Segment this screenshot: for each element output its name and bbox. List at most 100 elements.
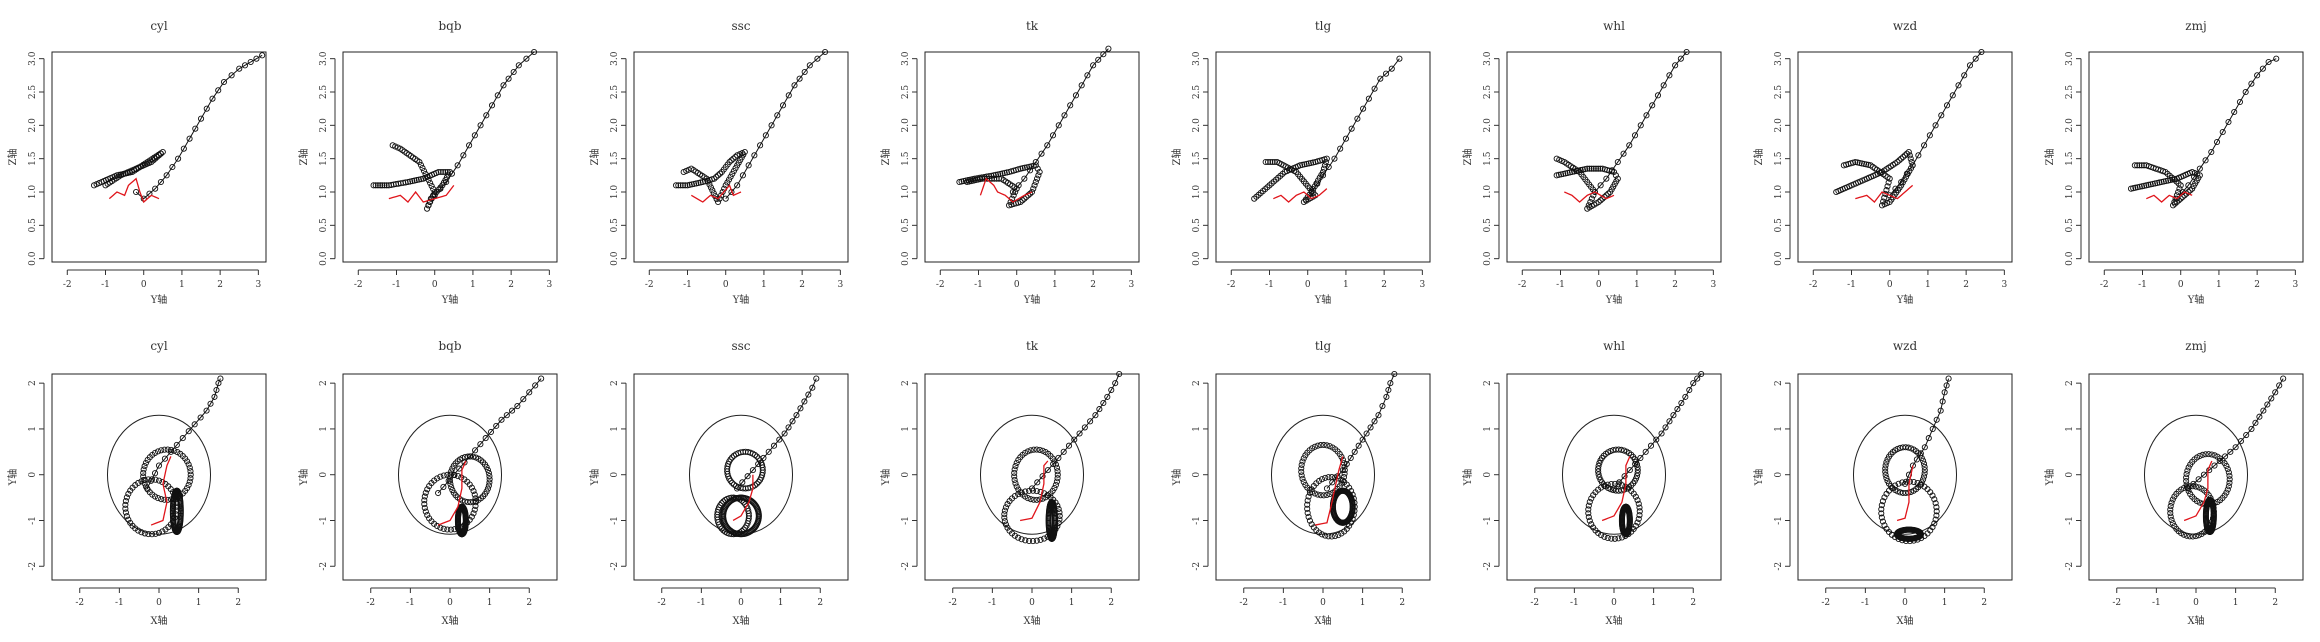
trajectory-point [732,153,739,161]
x-tick-label: -2 [1809,280,1818,290]
trajectory-point [487,428,495,436]
trajectory-point [753,453,760,460]
trajectory-point [187,471,194,478]
trajectory-point [1926,132,1933,139]
trajectory-point [1933,416,1940,423]
trajectory-point [1002,521,1009,528]
trajectory-point [123,494,130,501]
plot-frame [51,51,267,263]
trajectory-point [2176,185,2183,192]
trajectory-point [1677,55,1684,62]
trajectory-point [1302,452,1309,459]
reference-path [1896,465,1914,522]
trajectory-point [1881,194,1888,201]
trajectory-point [1354,115,1361,122]
y-tick-label: 2 [319,380,329,386]
trajectory-point [1026,537,1033,545]
x-tick-label: -2 [1518,280,1527,290]
trajectory-point [963,178,971,186]
trajectory-point [1039,473,1046,480]
trajectory-point [751,152,758,159]
x-tick-label: 2 [1963,280,1969,290]
trajectory-point [1317,442,1324,449]
trajectory-point [1587,198,1594,206]
trajectory-point [779,102,787,109]
trajectory-point [2168,516,2175,523]
trajectory-point [1306,489,1313,496]
x-tick-label: 2 [235,598,241,608]
y-tick-label: -1 [1192,516,1202,525]
trajectory-point [1649,102,1656,109]
trajectory-point [1585,506,1592,513]
y-axis-label: Y轴 [2043,469,2056,487]
trajectory-point [482,435,489,442]
x-tick-label: -1 [1279,598,1288,608]
trajectory-point [1104,393,1111,400]
trajectory-point [122,505,129,512]
trajectory-point [141,477,148,484]
trajectory-point [813,375,820,382]
trajectory-point [1033,496,1040,503]
trajectory-point [1032,178,1039,186]
trajectory-point [1320,441,1327,449]
trajectory-point [1906,152,1913,159]
panel-title: tk [1026,339,1039,353]
x-tick-label: 0 [2178,280,2184,290]
trajectory-point [2248,425,2255,432]
trajectory-point [374,182,381,189]
trajectory-point [2225,483,2232,490]
trajectory-point [1921,142,1928,149]
trajectory-point [1601,533,1608,540]
trajectory-point [1921,467,1928,474]
trajectory-point [677,182,684,189]
panel-yz-whl: whl -2 -1 0 1 2 3 Y轴 0.0 0.5 1.0 1.5 2.0 2.5 3.0 Z轴 [1461,19,1722,306]
trajectory-point [472,495,479,502]
trajectory-point [1036,446,1043,453]
trajectory-point [1694,375,1701,382]
trajectory-point [2211,462,2218,469]
trajectory-point [1060,448,1067,455]
trajectory-point [1053,464,1060,471]
trajectory-point [2205,451,2212,458]
y-tick-label: 1 [1483,426,1493,432]
x-tick-label: 1 [761,280,767,290]
x-tick-label: -1 [1861,598,1870,608]
x-tick-label: -2 [936,280,945,290]
y-tick-label: 0.0 [2065,251,2075,266]
trajectory-point [498,416,505,423]
plot-frame [1215,51,1431,263]
trajectory-point [2168,499,2175,506]
trajectory-point [241,62,249,69]
trajectory-point [1015,182,1022,189]
trajectory-point [1032,162,1039,169]
trajectory-point [1933,512,1940,519]
trajectory-point [727,477,734,484]
y-tick-label: 2.0 [610,118,620,133]
trajectory-point [425,176,432,184]
trajectory-point [228,72,235,79]
trajectory-point [1001,518,1008,525]
y-axis-label: Z轴 [2043,149,2056,166]
trajectory-point [484,485,491,492]
trajectory-point [1298,465,1305,472]
trajectory-point [1880,198,1887,205]
trajectory-point [1037,488,1044,496]
y-tick-label: 3.0 [901,51,911,66]
panel-title: bqb [438,339,461,353]
trajectory-point [765,448,772,455]
reference-path [732,474,754,522]
trajectory-point [805,391,812,398]
x-tick-label: 0 [1596,280,1602,290]
x-tick-label: -2 [1227,280,1236,290]
trajectory-point [1274,158,1281,166]
panel-yz-ssc: ssc -2 -1 0 1 2 3 Y轴 0.0 0.5 1.0 1.5 2.0 2.5 3.0 Z轴 [588,19,849,306]
trajectory-point [791,82,798,89]
trajectory-point [1903,170,1910,177]
trajectory-point [2195,476,2202,483]
trajectory-point [797,405,804,412]
trajectory-point [144,485,151,492]
trajectory-point [1658,430,1665,437]
plot-frame [1797,51,2013,263]
x-tick-label: -2 [366,598,375,608]
trajectory-point [186,464,193,471]
